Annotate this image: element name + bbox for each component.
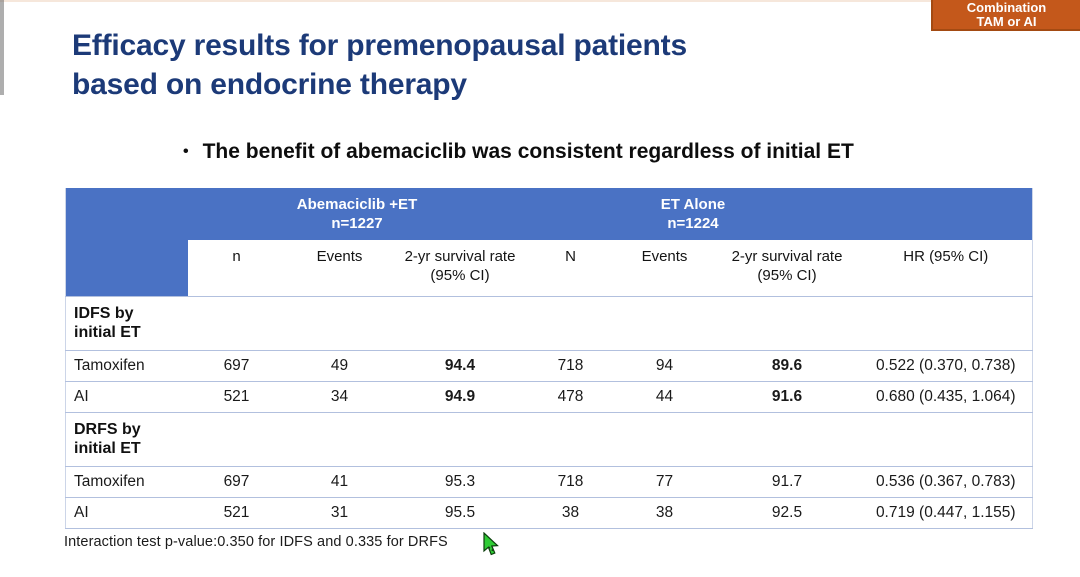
cell-events2: 44: [614, 380, 715, 412]
badge-line1: Combination: [966, 0, 1047, 15]
cell-hr: 0.719 (0.447, 1.155): [859, 496, 1033, 528]
cell-n: 697: [187, 349, 286, 381]
row-label: Tamoxifen: [65, 349, 188, 381]
cell-rate: 95.5: [393, 496, 527, 528]
cell-n2: 38: [526, 496, 615, 528]
cell-hr: 0.522 (0.370, 0.738): [859, 349, 1033, 381]
cell-events: 31: [285, 496, 394, 528]
table-row: AI 521 34 94.9 478 44 91.6 0.680 (0.435,…: [65, 380, 1033, 412]
cell-n2: 718: [526, 349, 615, 381]
section-row-drfs: DRFS by initial ET: [65, 411, 1033, 466]
cell-events: 34: [285, 380, 394, 412]
col-header-rate: 2-yr survival rate (95% CI): [393, 240, 527, 296]
col-header-n2: N: [526, 240, 615, 296]
table-corner-cell: [65, 188, 188, 296]
interaction-test-footnote: Interaction test p-value:0.350 for IDFS …: [64, 534, 448, 550]
page-title: Efficacy results for premenopausal patie…: [72, 26, 832, 104]
cell-rate2: 89.6: [714, 349, 860, 381]
cell-rate: 94.4: [393, 349, 527, 381]
bullet-icon: •: [183, 143, 189, 160]
table-row: Tamoxifen 697 41 95.3 718 77 91.7 0.536 …: [65, 465, 1033, 497]
efficacy-results-table: Abemaciclib +ET n=1227 ET Alone n=1224 n…: [65, 188, 1033, 529]
section-row-idfs: IDFS by initial ET: [65, 295, 1033, 350]
left-edge-shadow: [0, 0, 4, 95]
row-label: Tamoxifen: [65, 465, 188, 497]
row-label: AI: [65, 496, 188, 528]
col-header-events2: Events: [614, 240, 715, 296]
group-n: n=1224: [667, 215, 719, 232]
mouse-pointer-icon: [483, 532, 499, 556]
key-finding-text: The benefit of abemaciclib was consisten…: [202, 140, 854, 163]
table-subheader-row: n Events 2-yr survival rate (95% CI) N E…: [66, 240, 1033, 296]
badge-line2: TAM or AI: [976, 14, 1037, 29]
cell-events: 41: [285, 465, 394, 497]
section-label: IDFS by initial ET: [65, 295, 188, 350]
cell-events: 49: [285, 349, 394, 381]
table-group-header-row: Abemaciclib +ET n=1227 ET Alone n=1224: [65, 188, 1033, 296]
cell-n2: 478: [526, 380, 615, 412]
cell-n2: 718: [526, 465, 615, 497]
cell-events2: 38: [614, 496, 715, 528]
cell-n: 521: [187, 380, 286, 412]
cell-rate: 94.9: [393, 380, 527, 412]
slide-top-border: [0, 0, 1080, 2]
group-title: Abemaciclib +ET: [296, 196, 418, 213]
cell-rate2: 92.5: [714, 496, 860, 528]
page-title-line1: Efficacy results for premenopausal patie…: [72, 29, 687, 62]
group-header-blank: [859, 188, 1033, 240]
group-n: n=1227: [331, 215, 383, 232]
group-header-abemaciclib: Abemaciclib +ET n=1227: [187, 188, 527, 240]
cell-rate2: 91.6: [714, 380, 860, 412]
cell-hr: 0.536 (0.367, 0.783): [859, 465, 1033, 497]
col-header-events: Events: [285, 240, 394, 296]
row-label: AI: [65, 380, 188, 412]
group-header-et-alone: ET Alone n=1224: [526, 188, 860, 240]
group-title: ET Alone: [660, 196, 726, 213]
cell-n: 521: [187, 496, 286, 528]
table-row: Tamoxifen 697 49 94.4 718 94 89.6 0.522 …: [65, 349, 1033, 381]
col-header-n: n: [187, 240, 286, 296]
status-badge: Combination TAM or AI: [931, 0, 1080, 31]
col-header-rate2: 2-yr survival rate (95% CI): [714, 240, 860, 296]
key-finding-bullet: • The benefit of abemaciclib was consist…: [183, 140, 943, 164]
cell-n: 697: [187, 465, 286, 497]
table-row: AI 521 31 95.5 38 38 92.5 0.719 (0.447, …: [65, 496, 1033, 528]
cell-rate2: 91.7: [714, 465, 860, 497]
cell-events2: 77: [614, 465, 715, 497]
cell-hr: 0.680 (0.435, 1.064): [859, 380, 1033, 412]
page-title-line2: based on endocrine therapy: [72, 68, 467, 101]
col-header-hr: HR (95% CI): [859, 240, 1033, 296]
cell-rate: 95.3: [393, 465, 527, 497]
section-label: DRFS by initial ET: [65, 411, 188, 466]
cell-events2: 94: [614, 349, 715, 381]
